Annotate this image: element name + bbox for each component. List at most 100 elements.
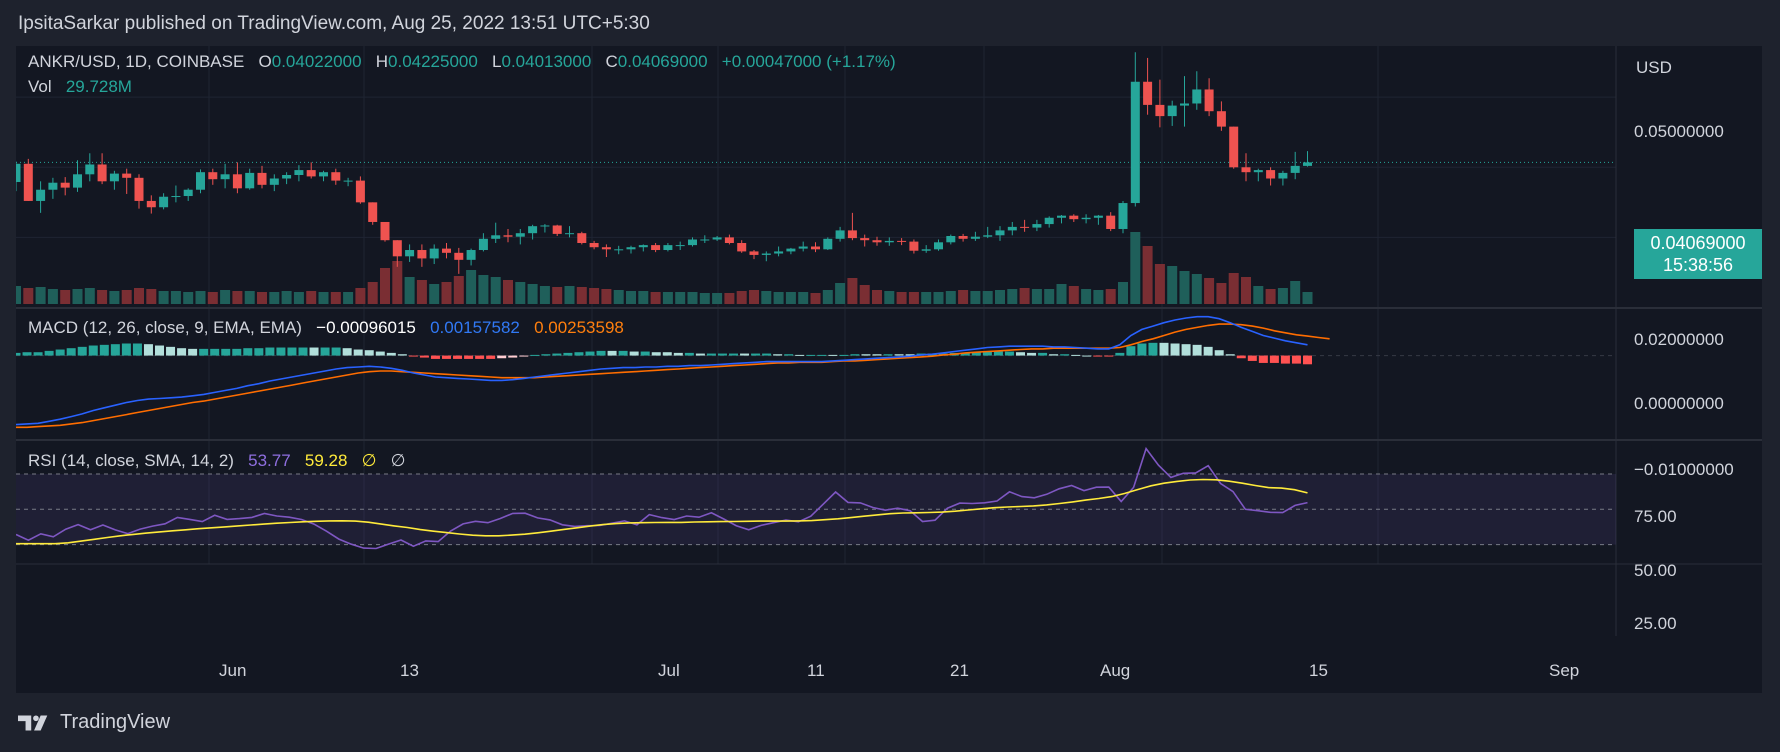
macd-histogram-bar <box>375 351 385 356</box>
candle-body <box>983 235 993 237</box>
rsi-legend: RSI (14, close, SMA, 14, 2) 53.77 59.28 … <box>28 451 405 471</box>
volume-bar <box>293 292 304 304</box>
volume-bar <box>933 292 944 304</box>
volume-bar <box>749 290 759 304</box>
macd-histogram-bar <box>22 352 32 356</box>
candle-body <box>774 251 784 254</box>
macd-histogram-bar <box>232 348 242 356</box>
macd-title[interactable]: MACD (12, 26, close, 9, EMA, EMA) <box>28 318 302 337</box>
volume-bar <box>1031 289 1042 304</box>
macd-histogram-bar <box>508 355 518 358</box>
rsi-value: 53.77 <box>248 451 291 470</box>
candle-body <box>1216 111 1226 127</box>
macd-histogram-bar <box>430 355 440 359</box>
footer-brand[interactable]: TradingView <box>60 711 171 733</box>
macd-histogram-bar <box>1060 354 1070 356</box>
macd-histogram-bar <box>607 350 617 356</box>
macd-histogram-bar <box>77 346 87 356</box>
volume-bar <box>601 289 612 304</box>
symbol-label[interactable]: ANKR/USD, 1D, COINBASE <box>28 52 245 71</box>
macd-histogram-bar <box>464 355 474 359</box>
chart-canvas[interactable] <box>16 46 1762 693</box>
candle-body <box>897 240 907 242</box>
candle-body <box>663 245 673 251</box>
candle-body <box>589 243 599 248</box>
volume-bar <box>736 291 747 304</box>
candle-body <box>1229 126 1239 168</box>
volume-bar <box>1277 288 1288 304</box>
last-price-value: 0.04069000 <box>1650 233 1746 253</box>
candle-body <box>565 233 574 235</box>
candle-body <box>405 250 415 257</box>
volume-bar <box>121 290 132 304</box>
macd-histogram-bar <box>55 349 65 356</box>
volume-bar <box>453 276 464 304</box>
macd-histogram-bar <box>1093 355 1103 357</box>
volume-bar <box>1093 290 1104 304</box>
candle-body <box>355 180 365 203</box>
candle-body <box>1266 170 1276 179</box>
macd-histogram-bar <box>905 354 915 356</box>
volume-bar <box>1154 264 1165 304</box>
candle-body <box>1290 165 1300 173</box>
macd-histogram-bar <box>386 352 396 356</box>
candle-body <box>122 173 132 178</box>
macd-histogram-bar <box>243 348 253 356</box>
volume-bar <box>687 292 698 304</box>
candle-body <box>134 177 144 201</box>
rsi-sma-line <box>16 478 1308 545</box>
volume-bar <box>47 289 58 304</box>
volume-bar <box>859 285 870 304</box>
volume-bar <box>1241 277 1251 304</box>
candle-body <box>884 240 894 243</box>
low-label: L <box>492 52 502 71</box>
macd-histogram-bar <box>320 347 330 356</box>
macd-histogram-bar <box>817 354 827 356</box>
volume-label[interactable]: Vol <box>28 77 52 96</box>
macd-histogram-bar <box>166 346 176 356</box>
macd-histogram-bar <box>640 351 650 356</box>
rsi-tick-0: 75.00 <box>1634 507 1677 526</box>
chart-area[interactable]: ANKR/USD, 1D, COINBASE O0.04022000 H0.04… <box>16 46 1762 693</box>
candle-body <box>1180 103 1189 106</box>
volume-bar <box>330 292 341 304</box>
macd-histogram-bar <box>199 348 209 356</box>
candle-body <box>1192 89 1202 104</box>
volume-bar <box>798 292 809 304</box>
volume-bar <box>785 292 796 304</box>
macd-histogram-bar <box>1159 342 1169 356</box>
macd-histogram-bar <box>331 347 341 356</box>
candle-body <box>1204 89 1214 112</box>
volume-bar <box>1216 283 1227 304</box>
volume-bar <box>1191 274 1202 304</box>
candle-body <box>675 245 685 247</box>
change-value: +0.00047000 (+1.17%) <box>721 52 896 71</box>
volume-legend: Vol 29.728M <box>28 77 132 97</box>
rsi-sma-value: 59.28 <box>304 451 348 470</box>
candle-body <box>16 163 21 183</box>
macd-histogram-bar <box>16 352 21 356</box>
volume-bar <box>306 291 317 304</box>
macd-histogram-bar <box>1004 351 1014 356</box>
volume-bar <box>1118 282 1128 304</box>
macd-histogram-bar <box>1280 355 1290 364</box>
macd-histogram-bar <box>475 355 485 359</box>
candle-body <box>847 230 857 239</box>
candle-body <box>1044 217 1054 225</box>
volume-bar <box>945 291 956 304</box>
volume-bar <box>1302 292 1313 304</box>
candle-body <box>1118 203 1128 229</box>
candle-body <box>208 172 218 180</box>
macd-histogram-bar <box>1049 354 1059 356</box>
candle-body <box>688 239 697 246</box>
macd-histogram-bar <box>729 353 738 356</box>
rsi-title[interactable]: RSI (14, close, SMA, 14, 2) <box>28 451 234 470</box>
volume-bar <box>1167 266 1178 304</box>
volume-bar <box>183 292 194 304</box>
candle-body <box>1057 215 1066 218</box>
volume-bar <box>281 291 292 304</box>
macd-histogram-bar <box>806 354 816 356</box>
volume-bar <box>724 293 735 304</box>
candle-body <box>380 221 390 241</box>
candle-body <box>1155 104 1165 117</box>
